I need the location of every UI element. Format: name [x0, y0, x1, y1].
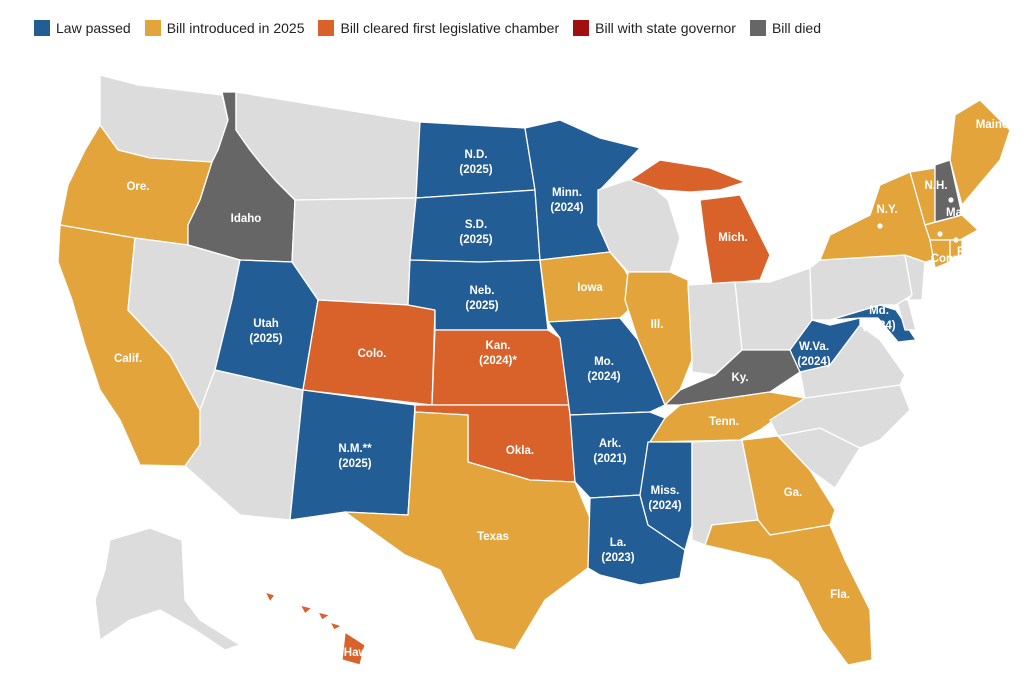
state-mi-upper[interactable] — [629, 159, 746, 193]
map-legend: Law passed Bill introduced in 2025 Bill … — [34, 20, 821, 36]
state-label-mo: Mo. (2024) — [587, 356, 620, 383]
state-wv[interactable] — [789, 317, 861, 373]
state-label-ri: R.I. — [957, 246, 975, 258]
state-label-ut: Utah (2025) — [249, 318, 282, 345]
legend-swatch — [34, 20, 50, 36]
state-fl[interactable] — [704, 519, 873, 666]
state-label-md: Md. (2024) — [862, 305, 895, 332]
state-label-or: Ore. — [126, 181, 149, 193]
state-marker-dot — [953, 237, 959, 243]
state-label-ct: Conn. — [931, 253, 964, 265]
state-label-ia: Iowa — [577, 282, 603, 294]
state-label-id: Idaho — [231, 213, 262, 225]
state-hi[interactable] — [264, 591, 366, 666]
state-nm[interactable] — [289, 389, 416, 521]
state-label-mn: Minn. (2024) — [550, 187, 583, 214]
state-label-ga: Ga. — [784, 487, 803, 499]
state-label-ok: Okla. — [506, 445, 534, 457]
state-tx[interactable] — [344, 411, 591, 651]
state-label-ks: Kan. (2024)* — [479, 340, 517, 367]
state-label-ca: Calif. — [114, 353, 142, 365]
state-label-nh: N.H. — [925, 180, 948, 192]
state-label-ms: Miss. (2024) — [648, 485, 681, 512]
state-label-hi: Hawaii — [344, 647, 380, 659]
state-ak[interactable] — [94, 527, 241, 651]
state-label-co: Colo. — [358, 348, 387, 360]
state-marker-dot — [948, 197, 954, 203]
state-label-ne: Neb. (2025) — [465, 285, 498, 312]
legend-label: Bill introduced in 2025 — [166, 20, 305, 36]
state-wa[interactable] — [99, 74, 229, 163]
state-label-ar: Ark. (2021) — [593, 438, 626, 465]
state-label-fl: Fla. — [830, 589, 850, 601]
legend-item-died: Bill died — [749, 20, 821, 36]
legend-label: Bill cleared first legislative chamber — [340, 20, 560, 36]
state-label-sd: S.D. (2025) — [459, 219, 492, 246]
legend-label: Bill died — [771, 20, 821, 36]
state-label-nm: N.M.** (2025) — [338, 443, 372, 470]
state-me[interactable] — [949, 99, 1011, 206]
legend-label: Law passed — [56, 20, 131, 36]
legend-swatch — [749, 20, 766, 36]
state-label-ny: N.Y. — [876, 204, 897, 216]
legend-item-cleared-chamber: Bill cleared first legislative chamber — [318, 20, 559, 36]
state-label-mi: Mich. — [718, 232, 747, 244]
state-marker-dot — [877, 223, 883, 229]
state-label-nd: N.D. (2025) — [459, 149, 492, 176]
legend-item-law-passed: Law passed — [34, 20, 131, 36]
state-label-il: Ill. — [651, 319, 664, 331]
state-label-la: La. (2023) — [601, 537, 634, 564]
legend-item-introduced: Bill introduced in 2025 — [144, 20, 305, 36]
state-labels: Ore. Calif. Idaho Utah (2025) Colo. N.M.** (202… — [114, 119, 1008, 659]
state-label-wv: W.Va. (2024) — [797, 341, 830, 368]
legend-label: Bill with state governor — [595, 20, 736, 36]
state-label-tx: Texas — [477, 531, 509, 543]
state-ct[interactable] — [929, 239, 951, 269]
legend-swatch — [144, 20, 161, 36]
legend-swatch — [318, 20, 335, 36]
state-md[interactable] — [829, 304, 917, 343]
state-marker-dot — [937, 231, 943, 237]
state-label-tn: Tenn. — [709, 416, 739, 428]
legend-item-with-governor: Bill with state governor — [573, 20, 736, 36]
state-label-me: Maine — [976, 119, 1009, 131]
legend-swatch — [573, 20, 590, 36]
state-label-ky: Ky. — [731, 372, 748, 384]
state-label-ma: Mass. — [946, 207, 978, 219]
state-mi[interactable] — [699, 194, 771, 286]
